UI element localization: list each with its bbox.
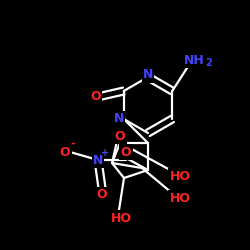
Text: O: O (121, 146, 131, 158)
Text: O: O (90, 90, 101, 102)
Text: O: O (97, 188, 107, 202)
Text: HO: HO (110, 212, 132, 224)
Text: O: O (115, 130, 125, 142)
Text: -: - (71, 139, 75, 149)
Text: N: N (93, 154, 103, 166)
Text: N: N (143, 68, 153, 82)
Text: 2: 2 (205, 58, 212, 68)
Text: O: O (60, 146, 70, 158)
Text: NH: NH (184, 54, 204, 66)
Text: HO: HO (170, 192, 190, 204)
Text: HO: HO (170, 170, 190, 182)
Text: +: + (101, 148, 109, 158)
Text: N: N (114, 112, 124, 126)
